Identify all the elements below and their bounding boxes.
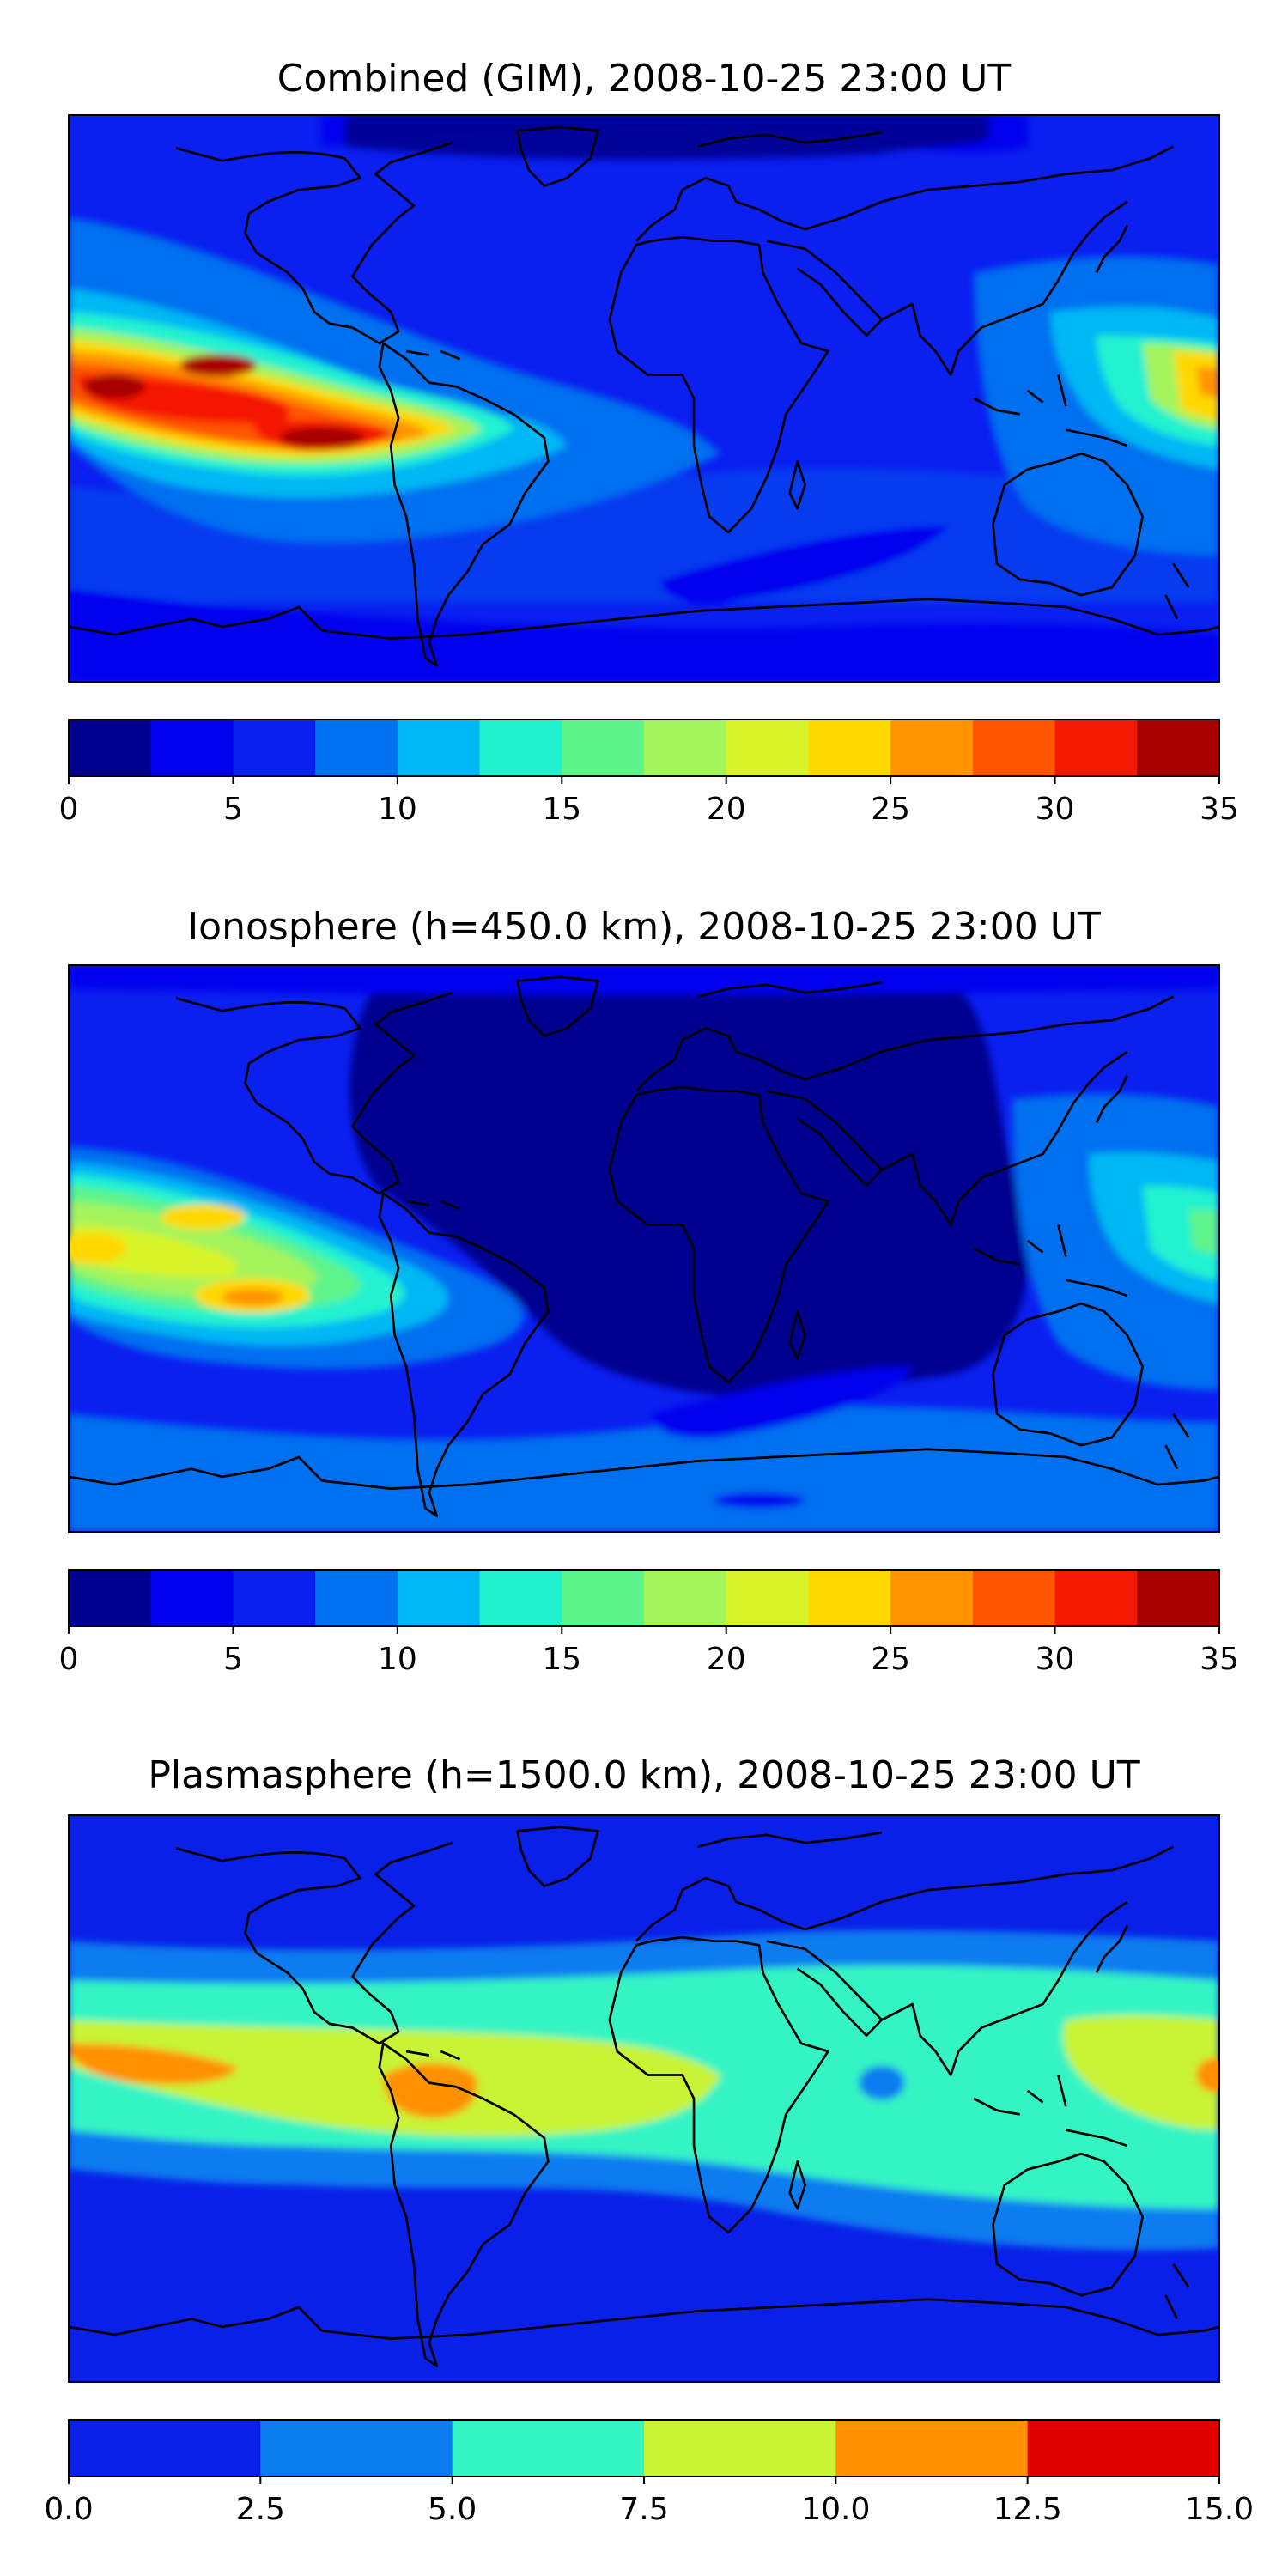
- map-combined: [69, 115, 1219, 682]
- panel-title-plasmasphere: Plasmasphere (h=1500.0 km), 2008-10-25 2…: [148, 1753, 1139, 1797]
- colorbar-segment: [1054, 1570, 1138, 1626]
- colorbar-tick-label: 30: [1036, 1642, 1075, 1677]
- colorbar-tick-label: 2.5: [236, 2492, 285, 2527]
- colorbar-segment: [150, 1570, 234, 1626]
- colorbar-tick-label: 35: [1200, 792, 1239, 827]
- colorbar-segment: [1027, 2420, 1220, 2476]
- colorbar-segment: [315, 720, 398, 776]
- colorbar-tick-label: 15.0: [1185, 2492, 1254, 2527]
- colorbar-segment: [397, 1570, 481, 1626]
- colorbar-combined: 0 5 10 15 20 25 30 35: [59, 719, 1239, 827]
- colorbar-tick-label: 10: [378, 792, 417, 827]
- colorbar-tick-label: 5: [223, 792, 243, 827]
- colorbar-tick-label: 12.5: [993, 2492, 1062, 2527]
- panel-title-combined: Combined (GIM), 2008-10-25 23:00 UT: [277, 57, 1012, 100]
- colorbar-tick-label: 10: [378, 1642, 417, 1677]
- colorbar-segment: [479, 1570, 562, 1626]
- colorbar-segment: [972, 1570, 1056, 1626]
- colorbar-segment: [150, 720, 234, 776]
- colorbar-tick-label: 25: [871, 792, 910, 827]
- colorbar-segment: [562, 720, 645, 776]
- colorbar-plasmasphere: 0.0 2.5 5.0 7.5 10.0 12.5 15.0: [44, 2419, 1254, 2527]
- colorbar-segment: [890, 1570, 974, 1626]
- colorbar-tick-label: 5: [223, 1642, 243, 1677]
- colorbar-segment: [726, 720, 809, 776]
- colorbar-tick-label: 20: [707, 1642, 746, 1677]
- colorbar-segment: [1137, 720, 1220, 776]
- colorbar-frame: [68, 1569, 1220, 1627]
- colorbar-segment: [397, 720, 481, 776]
- colorbar-segment: [726, 1570, 809, 1626]
- colorbar-frame: [68, 719, 1220, 777]
- panel-title-ionosphere: Ionosphere (h=450.0 km), 2008-10-25 23:0…: [187, 905, 1101, 949]
- colorbar-segment: [479, 720, 562, 776]
- colorbar-segment: [69, 1570, 152, 1626]
- colorbar-segment: [890, 720, 974, 776]
- map-plasmasphere: [69, 1815, 1219, 2382]
- colorbar-tick-label: 10.0: [801, 2492, 870, 2527]
- colorbar-segment: [644, 720, 727, 776]
- colorbar-segment: [808, 1570, 891, 1626]
- colorbar-tick-label: 35: [1200, 1642, 1239, 1677]
- colorbar-tick-label: 7.5: [619, 2492, 668, 2527]
- colorbar-segment: [1137, 1570, 1220, 1626]
- colorbar-segment: [835, 2420, 1029, 2476]
- colorbar-tick-label: 15: [542, 1642, 581, 1677]
- colorbar-segment: [808, 720, 891, 776]
- colorbar-segment: [233, 1570, 316, 1626]
- colorbar-tick-label: 20: [707, 792, 746, 827]
- colorbar-ionosphere: 0 5 10 15 20 25 30 35: [59, 1569, 1239, 1677]
- colorbar-segment: [562, 1570, 645, 1626]
- colorbar-segment: [644, 2420, 836, 2476]
- colorbar-segment: [1054, 720, 1138, 776]
- colorbar-tick-label: 25: [871, 1642, 910, 1677]
- map-ionosphere: [69, 965, 1219, 1532]
- colorbar-segment: [315, 1570, 398, 1626]
- colorbar-segment: [452, 2420, 645, 2476]
- colorbar-segment: [260, 2420, 453, 2476]
- colorbar-segment: [69, 720, 152, 776]
- colorbar-segment: [972, 720, 1056, 776]
- colorbar-tick-label: 0.0: [44, 2492, 93, 2527]
- colorbar-tick-label: 0: [59, 792, 79, 827]
- colorbar-tick-label: 30: [1036, 792, 1075, 827]
- colorbar-segment: [233, 720, 316, 776]
- colorbar-segment: [644, 1570, 727, 1626]
- colorbar-segment: [69, 2420, 261, 2476]
- colorbar-tick-label: 0: [59, 1642, 79, 1677]
- colorbar-tick-label: 15: [542, 792, 581, 827]
- colorbar-tick-label: 5.0: [428, 2492, 477, 2527]
